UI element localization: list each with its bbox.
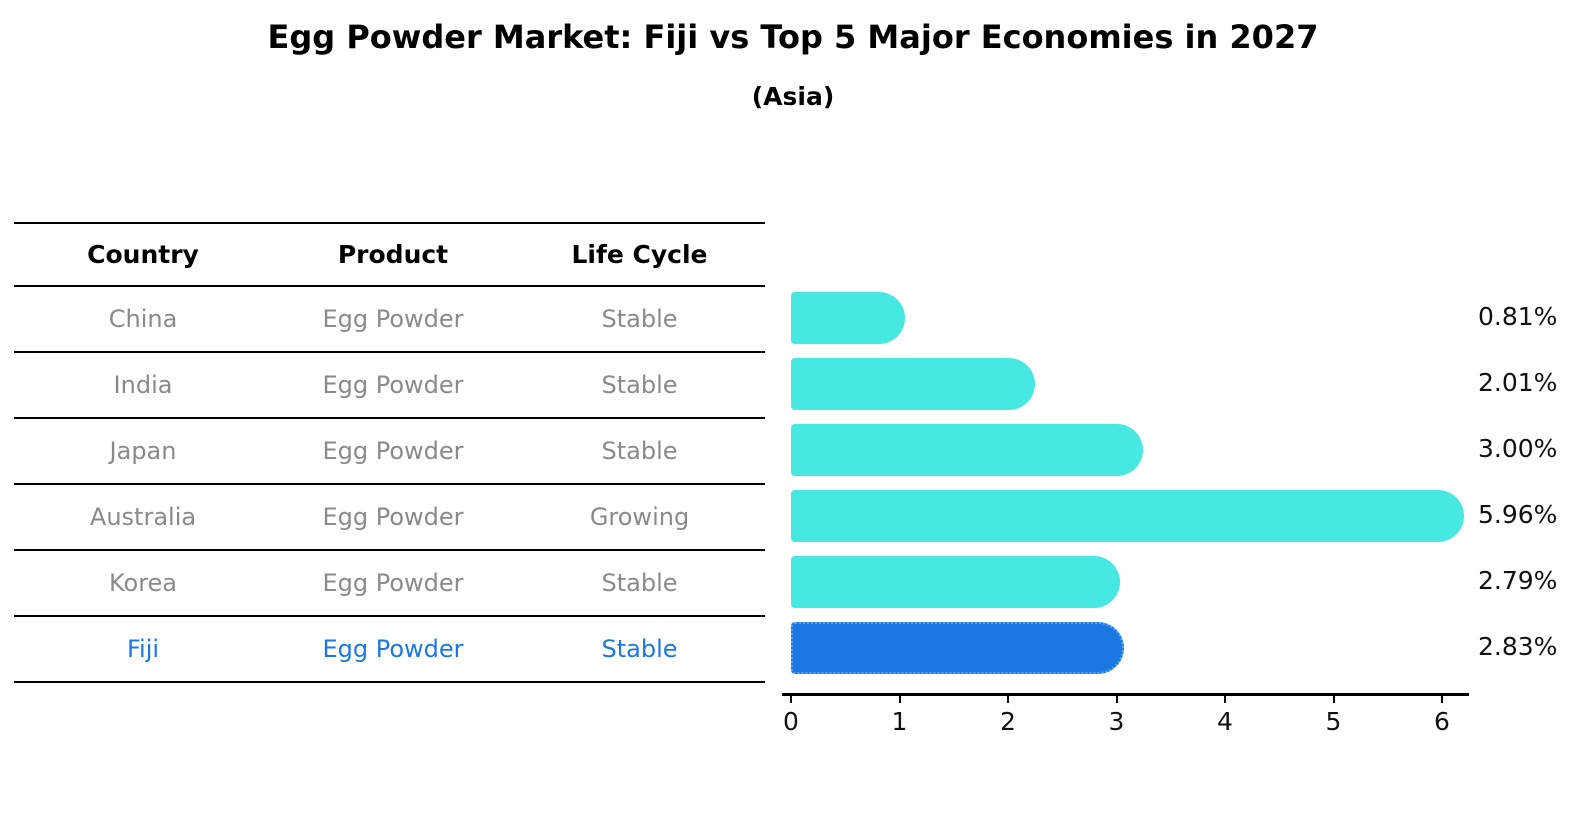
table-cell-product: Egg Powder (322, 305, 464, 333)
chart-title: Egg Powder Market: Fiji vs Top 5 Major E… (267, 18, 1319, 56)
table-cell-product: Egg Powder (322, 503, 464, 531)
bar-fiji (791, 622, 1125, 674)
table-cell-lifecycle: Stable (601, 635, 678, 663)
table-row-india: India Egg Powder Stable (14, 353, 765, 419)
header-cell-country: Country (87, 240, 199, 269)
table-row-fiji: Fiji Egg Powder Stable (14, 617, 765, 683)
chart-subtitle: (Asia) (751, 82, 835, 111)
table-cell-country: China (108, 305, 178, 333)
x-tick-mark (898, 696, 901, 703)
data-table: Country Product Life Cycle China Egg Pow… (14, 222, 765, 683)
bar-japan (791, 424, 1143, 476)
x-tick-label: 5 (1325, 707, 1342, 736)
x-tick-mark (1332, 696, 1335, 703)
bar-korea (791, 556, 1120, 608)
value-label-australia: 5.96% (1478, 500, 1558, 529)
table-cell-country: India (113, 371, 173, 399)
x-tick-mark (790, 696, 792, 703)
x-tick-label: 2 (1000, 707, 1016, 736)
value-label-japan: 3.00% (1478, 434, 1558, 463)
table-cell-country: Japan (109, 437, 177, 465)
table-row-china: China Egg Powder Stable (14, 287, 765, 353)
x-tick-mark (1007, 696, 1009, 703)
value-label-india: 2.01% (1478, 368, 1558, 397)
table-row-korea: Korea Egg Powder Stable (14, 551, 765, 617)
value-label-fiji: 2.83% (1478, 632, 1558, 661)
value-label-korea: 2.79% (1478, 566, 1558, 595)
table-cell-lifecycle: Growing (589, 503, 690, 531)
x-tick-label: 3 (1108, 707, 1125, 736)
table-header-row: Country Product Life Cycle (14, 222, 765, 287)
table-cell-product: Egg Powder (322, 635, 464, 663)
table-cell-country: Australia (89, 503, 197, 531)
table-cell-product: Egg Powder (322, 437, 464, 465)
table-cell-country: Korea (108, 569, 178, 597)
x-axis-line (782, 693, 1470, 696)
x-tick-label: 0 (783, 707, 799, 736)
header-cell-product: Product (337, 240, 449, 269)
table-cell-product: Egg Powder (322, 371, 464, 399)
bar-australia (791, 490, 1464, 542)
table-cell-lifecycle: Stable (601, 569, 678, 597)
header-cell-lifecycle: Life Cycle (571, 240, 708, 269)
table-cell-lifecycle: Stable (601, 305, 678, 333)
x-tick-mark (1115, 696, 1118, 703)
table-body: China Egg Powder Stable India Egg Powder… (14, 287, 765, 683)
bar-china (791, 292, 905, 344)
value-label-china: 0.81% (1478, 302, 1558, 331)
x-tick-label: 6 (1434, 707, 1450, 736)
table-cell-lifecycle: Stable (601, 371, 678, 399)
table-cell-product: Egg Powder (322, 569, 464, 597)
table-row-australia: Australia Egg Powder Growing (14, 485, 765, 551)
bar-india (791, 358, 1036, 410)
table-cell-lifecycle: Stable (601, 437, 678, 465)
table-cell-country: Fiji (126, 635, 160, 663)
x-tick-label: 1 (891, 707, 908, 736)
x-tick-label: 4 (1217, 707, 1233, 736)
table-row-japan: Japan Egg Powder Stable (14, 419, 765, 485)
x-tick-mark (1224, 696, 1226, 703)
x-tick-mark (1441, 696, 1443, 703)
